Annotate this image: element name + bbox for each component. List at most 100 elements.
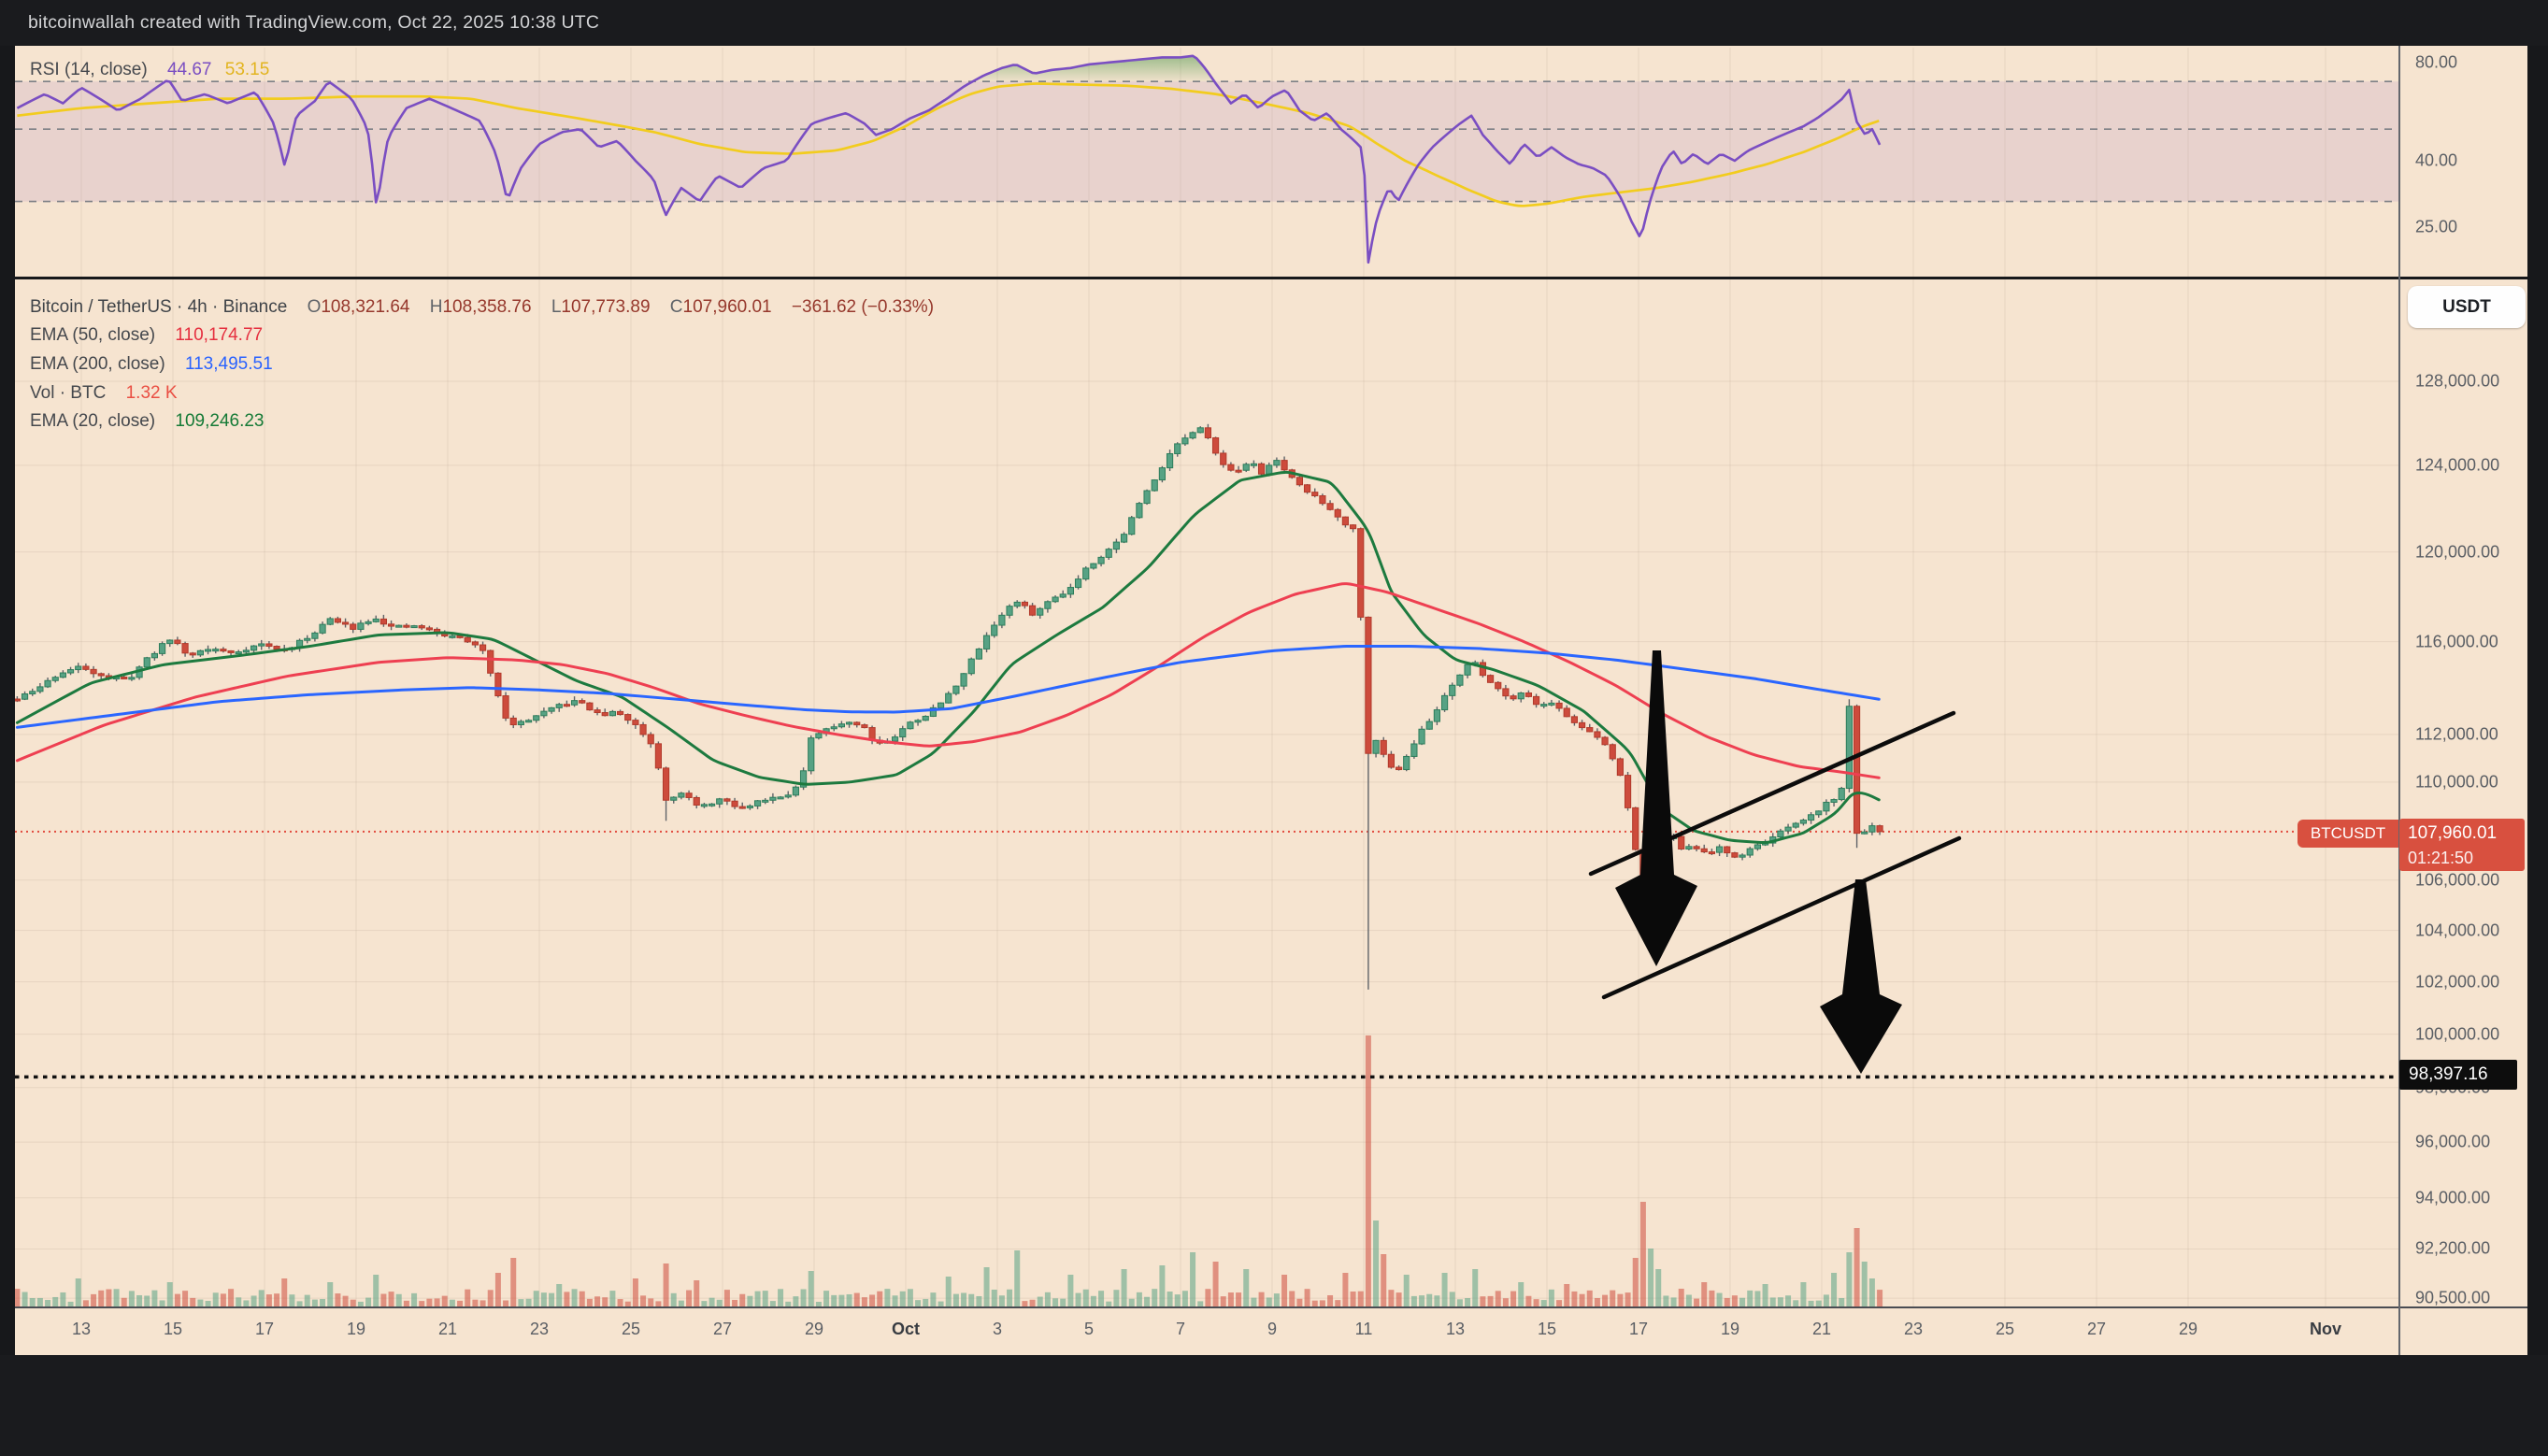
time-axis-label[interactable]: 19 bbox=[1720, 1320, 1740, 1338]
price-axis-label[interactable]: 100,000.00 bbox=[2415, 1024, 2500, 1044]
price-axis-label[interactable]: 104,000.00 bbox=[2415, 921, 2500, 940]
channel-trendline[interactable] bbox=[1601, 835, 1962, 1000]
volume-bar bbox=[518, 1299, 524, 1306]
price-axis-label[interactable]: 116,000.00 bbox=[2415, 632, 2498, 651]
candle bbox=[1609, 744, 1616, 760]
candle bbox=[1128, 517, 1136, 535]
volume-bar bbox=[1602, 1294, 1609, 1306]
volume-bar bbox=[1434, 1295, 1440, 1306]
volume-bar bbox=[884, 1289, 891, 1306]
time-axis-label[interactable]: 17 bbox=[1628, 1320, 1649, 1338]
price-axis-label[interactable]: 124,000.00 bbox=[2415, 455, 2500, 475]
price-axis-label[interactable]: 110,000.00 bbox=[2415, 772, 2498, 792]
rsi-axis-label[interactable]: 25.00 bbox=[2415, 217, 2458, 236]
volume-bar bbox=[968, 1293, 975, 1306]
price-axis-label[interactable]: 112,000.00 bbox=[2415, 724, 2498, 744]
rsi-axis-label[interactable]: 40.00 bbox=[2415, 150, 2458, 170]
time-axis-label[interactable]: 23 bbox=[529, 1320, 550, 1338]
time-axis-label[interactable]: 27 bbox=[712, 1320, 733, 1338]
price-axis-label[interactable]: 90,500.00 bbox=[2415, 1288, 2491, 1307]
symbol-legend[interactable]: Bitcoin / TetherUS · 4h · Binance O108,3… bbox=[30, 297, 934, 318]
time-axis-label[interactable]: 13 bbox=[71, 1320, 92, 1338]
time-axis-label[interactable]: 15 bbox=[163, 1320, 183, 1338]
rsi-axis-label[interactable]: 80.00 bbox=[2415, 52, 2458, 72]
rsi-legend[interactable]: RSI (14, close) 44.67 53.15 bbox=[30, 60, 269, 80]
pane-separator[interactable] bbox=[15, 277, 2527, 279]
rsi-legend-label[interactable]: RSI (14, close) bbox=[30, 60, 148, 79]
down-arrow-2[interactable] bbox=[1820, 879, 1902, 1074]
volume-bar bbox=[1067, 1275, 1074, 1306]
currency-toggle-button[interactable]: USDT bbox=[2408, 286, 2526, 328]
legend-volume[interactable]: Vol · BTC 1.32 K bbox=[30, 383, 178, 404]
volume-bar bbox=[709, 1297, 715, 1306]
time-axis-label[interactable]: 11 bbox=[1354, 1320, 1373, 1338]
price-axis-label[interactable]: 94,000.00 bbox=[2415, 1188, 2491, 1207]
time-axis-label[interactable]: 15 bbox=[1537, 1320, 1557, 1338]
candle bbox=[212, 649, 220, 652]
time-axis-label[interactable]: 21 bbox=[1811, 1320, 1832, 1338]
candle bbox=[1196, 427, 1204, 434]
ema200-label[interactable]: EMA (200, close) bbox=[30, 354, 165, 374]
time-axis-label[interactable]: 21 bbox=[437, 1320, 458, 1338]
time-axis-label[interactable]: 5 bbox=[1083, 1320, 1095, 1338]
time-axis-label[interactable]: 19 bbox=[346, 1320, 366, 1338]
ema50-label[interactable]: EMA (50, close) bbox=[30, 325, 156, 345]
candle bbox=[1357, 528, 1365, 618]
legend-ema20[interactable]: EMA (20, close) 109,246.23 bbox=[30, 411, 264, 432]
candle bbox=[1235, 469, 1242, 473]
down-arrow-1[interactable] bbox=[1615, 650, 1697, 966]
price-axis-label[interactable]: 92,200.00 bbox=[2415, 1238, 2491, 1258]
ema50-value: 110,174.77 bbox=[175, 325, 264, 345]
price-axis-label[interactable]: 106,000.00 bbox=[2415, 870, 2500, 890]
time-axis-label[interactable]: 13 bbox=[1445, 1320, 1466, 1338]
time-axis-label[interactable]: 25 bbox=[621, 1320, 641, 1338]
time-axis-label[interactable]: 7 bbox=[1175, 1320, 1186, 1338]
price-pane[interactable] bbox=[15, 423, 2398, 1306]
change-value: −361.62 (−0.33%) bbox=[791, 297, 935, 317]
candle bbox=[1059, 593, 1066, 598]
volume-bar bbox=[151, 1290, 158, 1306]
candle bbox=[487, 649, 494, 674]
chart-canvas[interactable] bbox=[15, 46, 2527, 1355]
volume-label[interactable]: Vol · BTC bbox=[30, 383, 107, 403]
legend-ema50[interactable]: EMA (50, close) 110,174.77 bbox=[30, 325, 263, 346]
price-axis-label[interactable]: 102,000.00 bbox=[2415, 972, 2500, 992]
volume-bar bbox=[1747, 1290, 1754, 1306]
time-axis-label[interactable]: 9 bbox=[1267, 1320, 1278, 1338]
time-axis-label[interactable]: Oct bbox=[891, 1320, 921, 1338]
time-axis-label[interactable]: 29 bbox=[804, 1320, 824, 1338]
time-axis-label[interactable]: 3 bbox=[992, 1320, 1003, 1338]
candle bbox=[410, 625, 418, 629]
price-axis-label[interactable]: 96,000.00 bbox=[2415, 1132, 2491, 1151]
volume-bar bbox=[487, 1290, 494, 1306]
ema-200-line bbox=[15, 644, 1881, 729]
candle bbox=[1006, 606, 1013, 616]
candle bbox=[967, 658, 975, 675]
price-axis-label[interactable]: 128,000.00 bbox=[2415, 371, 2500, 391]
candle bbox=[1601, 736, 1609, 746]
candle bbox=[1403, 755, 1410, 771]
price-axis-separator[interactable] bbox=[2398, 46, 2400, 1355]
ema20-label[interactable]: EMA (20, close) bbox=[30, 411, 156, 431]
volume-bar bbox=[1381, 1254, 1387, 1306]
candle bbox=[1754, 844, 1762, 849]
candle bbox=[1136, 503, 1143, 519]
high-letter: H bbox=[429, 297, 443, 317]
candle bbox=[608, 710, 616, 717]
chart-surface[interactable] bbox=[15, 46, 2527, 1355]
volume-bar bbox=[1808, 1300, 1814, 1306]
time-axis-label[interactable]: 17 bbox=[254, 1320, 275, 1338]
candle bbox=[1013, 601, 1021, 607]
time-axis-label[interactable]: 25 bbox=[1995, 1320, 2015, 1338]
legend-ema200[interactable]: EMA (200, close) 113,495.51 bbox=[30, 354, 273, 375]
candle bbox=[196, 649, 205, 656]
price-axis-label[interactable]: 120,000.00 bbox=[2415, 542, 2500, 562]
time-axis-label[interactable]: 29 bbox=[2178, 1320, 2198, 1338]
time-axis-label[interactable]: 23 bbox=[1903, 1320, 1924, 1338]
time-axis-label[interactable]: 27 bbox=[2086, 1320, 2107, 1338]
rsi-ma-line bbox=[17, 82, 1880, 207]
symbol-title[interactable]: Bitcoin / TetherUS · 4h · Binance bbox=[30, 297, 288, 317]
candle bbox=[991, 624, 998, 636]
rsi-pane[interactable] bbox=[15, 54, 2398, 264]
time-axis-label[interactable]: Nov bbox=[2309, 1320, 2342, 1338]
